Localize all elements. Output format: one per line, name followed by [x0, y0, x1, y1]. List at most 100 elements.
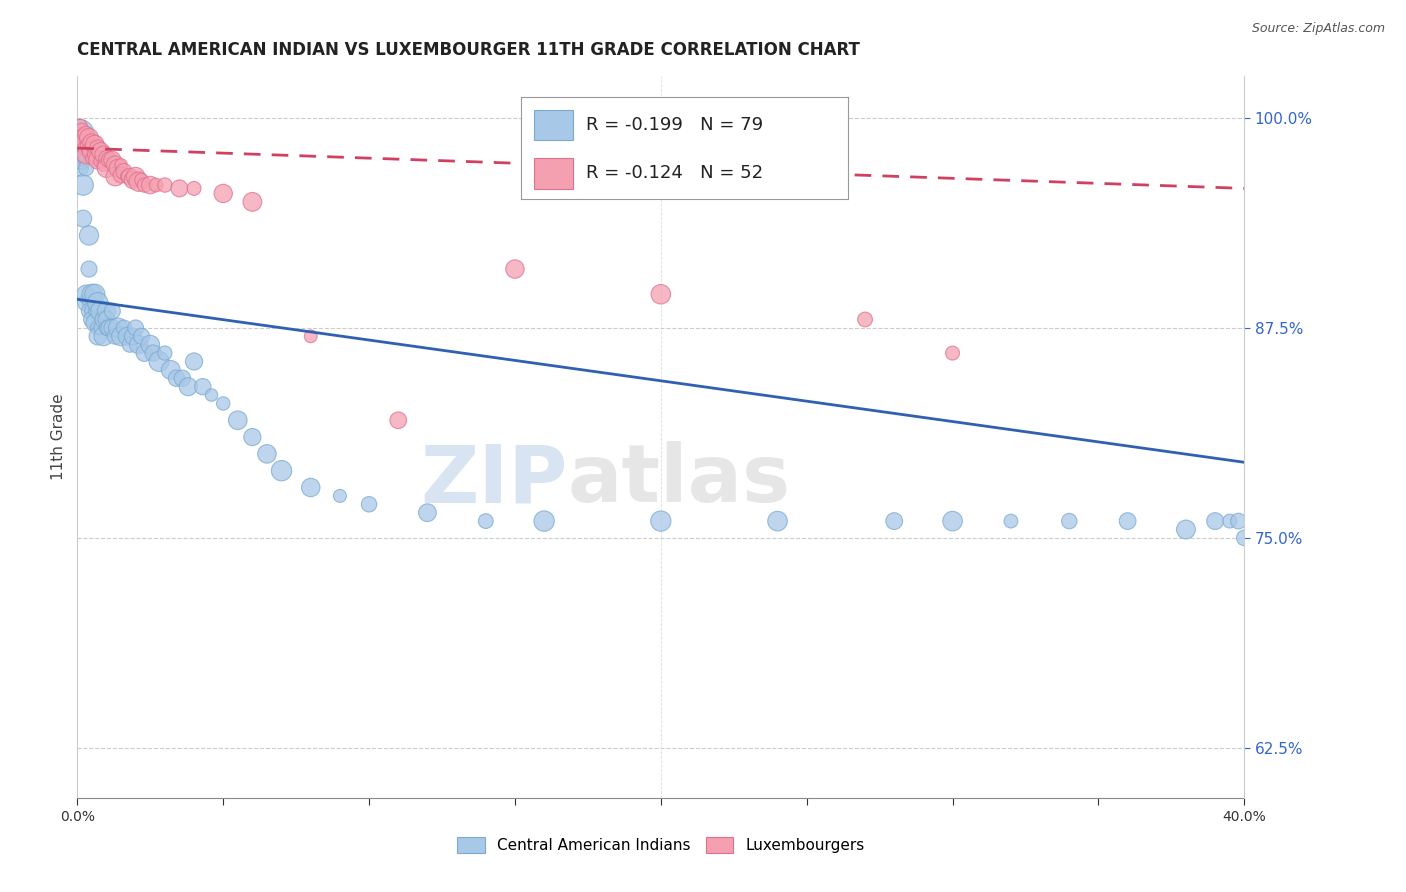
Legend: Central American Indians, Luxembourgers: Central American Indians, Luxembourgers [451, 831, 870, 859]
Point [83, 148, 105, 162]
Point [1174, 523, 1197, 537]
Point [72, 131, 94, 145]
Point [73, 153, 96, 167]
Point [87, 321, 110, 335]
Point [115, 329, 138, 343]
Point [1000, 514, 1022, 528]
Point [104, 329, 127, 343]
Point [98, 153, 121, 167]
Point [75, 141, 97, 155]
Point [110, 168, 132, 182]
Point [87, 329, 110, 343]
Point [240, 194, 263, 209]
Point [853, 312, 876, 326]
Point [329, 489, 352, 503]
Point [112, 321, 135, 335]
Point [416, 506, 439, 520]
Point [80, 145, 103, 159]
Point [650, 514, 672, 528]
Point [90, 321, 112, 335]
Point [183, 354, 205, 368]
Point [172, 371, 194, 385]
Point [107, 161, 129, 176]
Point [387, 413, 409, 427]
Text: CENTRAL AMERICAN INDIAN VS LUXEMBOURGER 11TH GRADE CORRELATION CHART: CENTRAL AMERICAN INDIAN VS LUXEMBOURGER … [77, 41, 860, 59]
Text: ZIP: ZIP [420, 442, 568, 519]
Point [83, 316, 105, 330]
Point [475, 514, 498, 528]
Point [72, 211, 94, 226]
Point [69, 145, 91, 159]
Point [650, 287, 672, 301]
Point [212, 396, 235, 410]
Point [67, 128, 90, 142]
Point [131, 173, 153, 187]
Point [77, 139, 100, 153]
Point [93, 312, 115, 326]
Point [75, 287, 97, 301]
Point [226, 413, 249, 427]
Point [80, 136, 103, 150]
Point [124, 321, 148, 335]
Point [115, 169, 138, 184]
Point [90, 304, 112, 318]
Point [1057, 514, 1080, 528]
Point [96, 304, 118, 318]
Point [101, 304, 124, 318]
Point [104, 169, 127, 184]
Point [134, 346, 156, 360]
Text: Source: ZipAtlas.com: Source: ZipAtlas.com [1251, 22, 1385, 36]
Point [766, 514, 789, 528]
Point [166, 371, 188, 385]
Point [134, 178, 156, 192]
Point [87, 153, 110, 167]
Point [104, 158, 127, 172]
Point [942, 346, 965, 360]
Point [1204, 514, 1226, 528]
Point [96, 312, 118, 326]
Point [77, 228, 100, 243]
Point [191, 379, 214, 393]
Point [83, 137, 105, 152]
Point [107, 321, 129, 335]
Point [212, 186, 235, 201]
Point [139, 178, 162, 192]
Point [110, 329, 132, 343]
Point [72, 178, 94, 192]
Point [75, 161, 97, 176]
Point [77, 295, 100, 310]
Point [75, 128, 97, 142]
Point [80, 304, 103, 318]
Point [70, 153, 93, 167]
Point [128, 175, 150, 189]
Point [77, 262, 100, 277]
Y-axis label: 11th Grade: 11th Grade [51, 393, 66, 481]
Point [1116, 514, 1139, 528]
Point [148, 354, 170, 368]
Point [503, 262, 526, 277]
Point [80, 287, 103, 301]
Point [80, 312, 103, 326]
Point [299, 329, 322, 343]
Point [98, 321, 121, 335]
Text: atlas: atlas [568, 442, 790, 519]
Point [110, 158, 132, 172]
Point [145, 178, 167, 192]
Point [75, 295, 97, 310]
Point [1233, 531, 1256, 545]
Point [96, 161, 118, 176]
Point [159, 363, 181, 377]
Point [1227, 514, 1250, 528]
Point [72, 136, 94, 150]
Point [256, 447, 278, 461]
Point [118, 169, 141, 184]
Point [139, 337, 162, 351]
Point [67, 128, 90, 142]
Point [93, 329, 115, 343]
Point [883, 514, 905, 528]
Point [131, 329, 153, 343]
Point [142, 346, 165, 360]
Point [83, 287, 105, 301]
Point [90, 154, 112, 169]
Point [72, 136, 94, 150]
